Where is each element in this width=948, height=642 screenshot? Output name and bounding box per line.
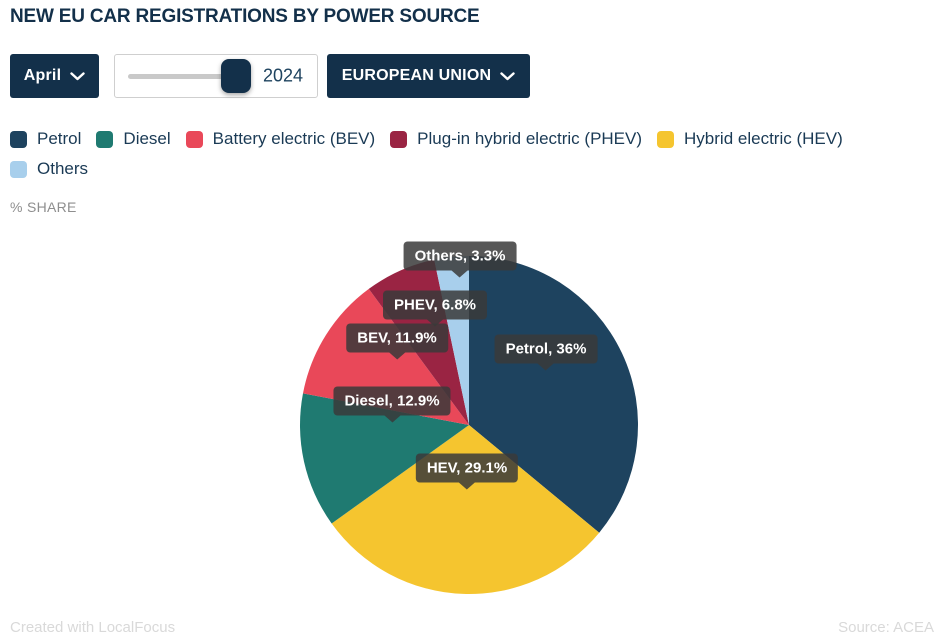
legend-label: Hybrid electric (HEV) bbox=[684, 129, 843, 148]
share-axis-label: % SHARE bbox=[10, 199, 77, 215]
year-value: 2024 bbox=[262, 65, 303, 86]
chevron-down-icon bbox=[70, 71, 85, 80]
legend-swatch bbox=[96, 130, 114, 148]
pie-label-petrol: Petrol, 36% bbox=[494, 334, 598, 364]
page-title: NEW EU CAR REGISTRATIONS BY POWER SOURCE bbox=[10, 6, 480, 27]
pie-label-phev: PHEV, 6.8% bbox=[383, 290, 487, 320]
pie-label-bev: BEV, 11.9% bbox=[346, 323, 448, 353]
legend-label: Others bbox=[37, 159, 89, 178]
pie-slice-petrol[interactable] bbox=[469, 256, 638, 533]
legend: Petrol Diesel Battery electric (BEV) Plug-i… bbox=[10, 129, 900, 179]
pie-label-hev: HEV, 29.1% bbox=[415, 453, 519, 483]
year-slider[interactable]: 2024 bbox=[114, 54, 318, 98]
legend-item-plug-in-hybrid-electric-phev: Plug-in hybrid electric (PHEV) bbox=[390, 129, 642, 149]
legend-swatch bbox=[10, 160, 27, 178]
legend-label: Petrol bbox=[37, 129, 82, 148]
credit-text: Created with LocalFocus bbox=[10, 619, 176, 636]
legend-item-hybrid-electric-hev: Hybrid electric (HEV) bbox=[657, 129, 843, 149]
slider-handle[interactable] bbox=[221, 59, 251, 93]
pie-slice-diesel[interactable] bbox=[299, 393, 469, 524]
legend-label: Battery electric (BEV) bbox=[212, 129, 376, 148]
month-dropdown-value: April bbox=[23, 67, 62, 84]
legend-item-diesel: Diesel bbox=[96, 129, 171, 149]
source-text: Source: ACEA bbox=[838, 619, 934, 636]
legend-swatch bbox=[185, 130, 203, 148]
legend-label: Plug-in hybrid electric (PHEV) bbox=[417, 129, 643, 148]
legend-swatch bbox=[657, 130, 675, 148]
slider-track[interactable] bbox=[128, 73, 250, 79]
legend-label: Diesel bbox=[123, 129, 171, 148]
chevron-down-icon bbox=[500, 71, 515, 80]
pie-label-diesel: Diesel, 12.9% bbox=[333, 386, 451, 416]
month-dropdown[interactable]: April bbox=[10, 54, 99, 98]
pie-slice-hev[interactable] bbox=[331, 425, 600, 595]
legend-item-petrol: Petrol bbox=[10, 129, 81, 149]
region-dropdown-value: EUROPEAN UNION bbox=[341, 67, 492, 84]
region-dropdown[interactable]: EUROPEAN UNION bbox=[327, 54, 530, 98]
legend-item-others: Others bbox=[10, 159, 88, 179]
legend-swatch bbox=[390, 130, 408, 148]
pie-label-others: Others, 3.3% bbox=[403, 241, 517, 271]
legend-swatch bbox=[10, 130, 27, 148]
legend-item-battery-electric-bev: Battery electric (BEV) bbox=[185, 129, 376, 149]
